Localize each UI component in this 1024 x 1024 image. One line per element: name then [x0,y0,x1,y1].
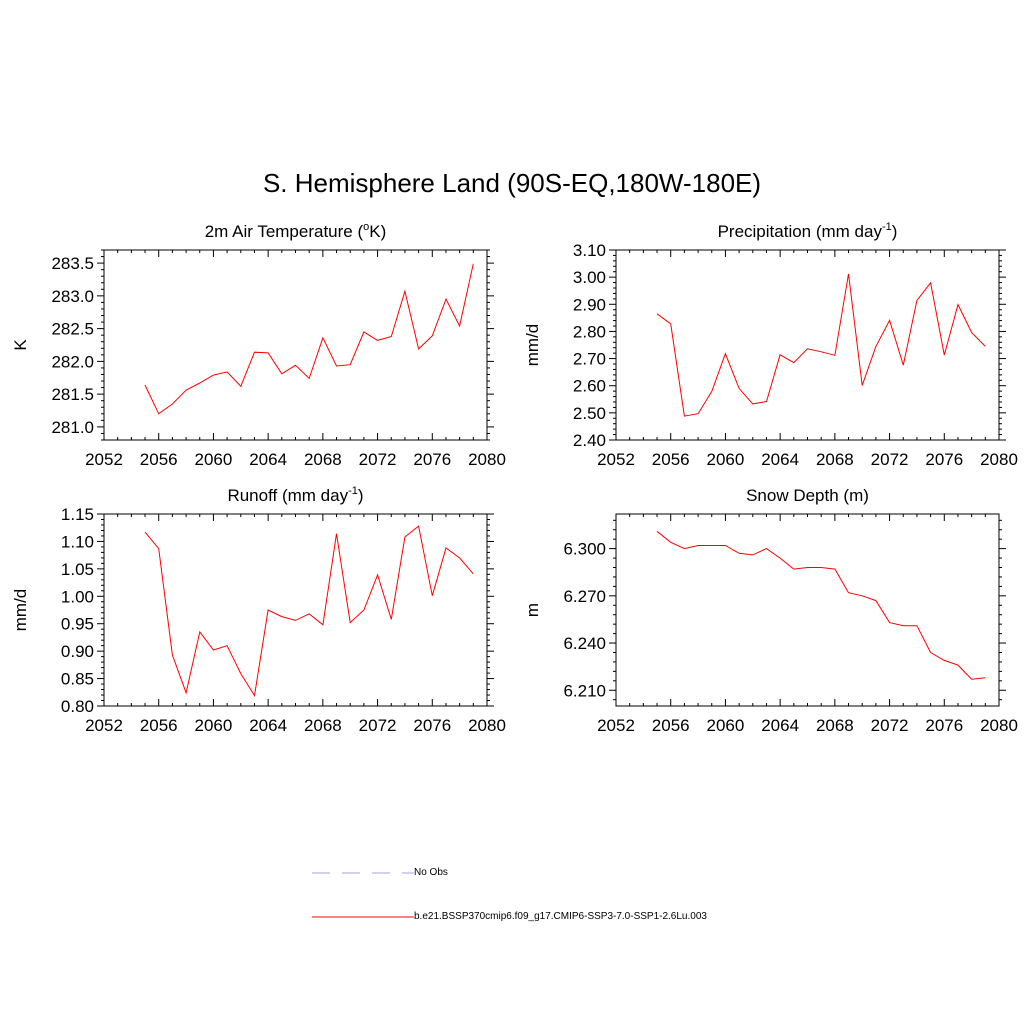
series-line [144,525,474,698]
plot-frame [615,513,1000,707]
x-tick-label: 2076 [925,450,963,469]
y-tick-label: 2.70 [573,350,606,369]
y-tick-label: 2.60 [573,377,606,396]
figure-title: S. Hemisphere Land (90S-EQ,180W-180E) [262,168,762,198]
y-axis-label: mm/d [523,324,542,367]
panel-title-superscript: -1 [348,485,358,497]
y-tick-label: 6.240 [563,634,606,653]
x-tick-label: 2068 [816,716,854,735]
panel-title-superscript: -1 [882,221,892,233]
panel-title: Runoff (mm day-1) [227,485,363,505]
y-tick-label: 282.5 [51,320,94,339]
x-tick-label: 2060 [707,450,745,469]
x-tick-label: 2060 [707,716,745,735]
y-tick-label: 281.5 [51,385,94,404]
panel-title: Snow Depth (m) [746,486,869,505]
x-tick-label: 2064 [761,450,799,469]
y-tick-label: 3.10 [573,241,606,260]
x-tick-label: 2052 [597,450,635,469]
y-tick-label: 0.80 [61,697,94,716]
panel-title-text: Runoff (mm day [227,486,348,505]
x-tick-label: 2072 [359,716,397,735]
y-tick-label: 281.0 [51,418,94,437]
x-tick-label: 2060 [195,450,233,469]
x-tick-label: 2072 [871,716,909,735]
panel-title-text: Snow Depth (m) [746,486,869,505]
y-tick-label: 2.90 [573,295,606,314]
y-tick-label: 3.00 [573,268,606,287]
x-tick-label: 2052 [85,716,123,735]
x-tick-label: 2068 [304,716,342,735]
legend-label-run: b.e21.BSSP370cmip6.f09_g17.CMIP6-SSP3-7.… [414,911,707,922]
x-tick-label: 2064 [249,716,287,735]
x-tick-label: 2052 [597,716,635,735]
series-line [144,263,474,415]
x-tick-label: 2060 [195,716,233,735]
x-tick-label: 2068 [304,450,342,469]
x-tick-label: 2080 [980,716,1018,735]
panel-title-tail: ) [358,486,364,505]
x-tick-label: 2072 [359,450,397,469]
x-tick-label: 2052 [85,450,123,469]
y-tick-label: 2.50 [573,404,606,423]
legend-label-no-obs: No Obs [414,867,448,878]
x-tick-label: 2076 [413,716,451,735]
panel-title-superscript: o [363,221,369,233]
y-tick-label: 1.05 [61,560,94,579]
x-tick-label: 2080 [468,450,506,469]
y-tick-label: 0.95 [61,615,94,634]
y-tick-label: 6.270 [563,587,606,606]
panel-title-tail: ) [892,222,898,241]
x-tick-label: 2056 [140,450,178,469]
x-tick-label: 2076 [925,716,963,735]
panel-title-tail: K) [369,222,386,241]
y-tick-label: 0.90 [61,642,94,661]
panel-title-text: 2m Air Temperature ( [205,222,364,241]
x-tick-label: 2056 [140,716,178,735]
y-tick-label: 282.0 [51,352,94,371]
y-tick-label: 1.10 [61,532,94,551]
panel-title: 2m Air Temperature (oK) [205,221,387,241]
x-tick-label: 2064 [761,716,799,735]
series-line [656,530,986,680]
legend-line-no-obs [312,872,414,874]
x-tick-label: 2056 [652,450,690,469]
y-tick-label: 1.00 [61,587,94,606]
y-tick-label: 2.40 [573,431,606,450]
x-tick-label: 2072 [871,450,909,469]
x-tick-label: 2068 [816,450,854,469]
y-tick-label: 6.210 [563,681,606,700]
panel-title: Precipitation (mm day-1) [718,221,898,241]
y-axis-label: mm/d [11,589,30,632]
plot-frame [103,513,488,707]
y-tick-label: 2.80 [573,322,606,341]
x-tick-label: 2056 [652,716,690,735]
y-tick-label: 283.5 [51,254,94,273]
y-axis-label: K [11,339,30,351]
x-tick-label: 2064 [249,450,287,469]
panel-title-text: Precipitation (mm day [718,222,883,241]
x-tick-label: 2080 [980,450,1018,469]
y-tick-label: 1.15 [61,505,94,524]
y-tick-label: 6.300 [563,540,606,559]
y-axis-label: m [523,603,542,617]
series-line [656,273,986,417]
y-tick-label: 0.85 [61,670,94,689]
y-tick-label: 283.0 [51,287,94,306]
x-tick-label: 2080 [468,716,506,735]
legend-line-run [312,916,414,918]
x-tick-label: 2076 [413,450,451,469]
